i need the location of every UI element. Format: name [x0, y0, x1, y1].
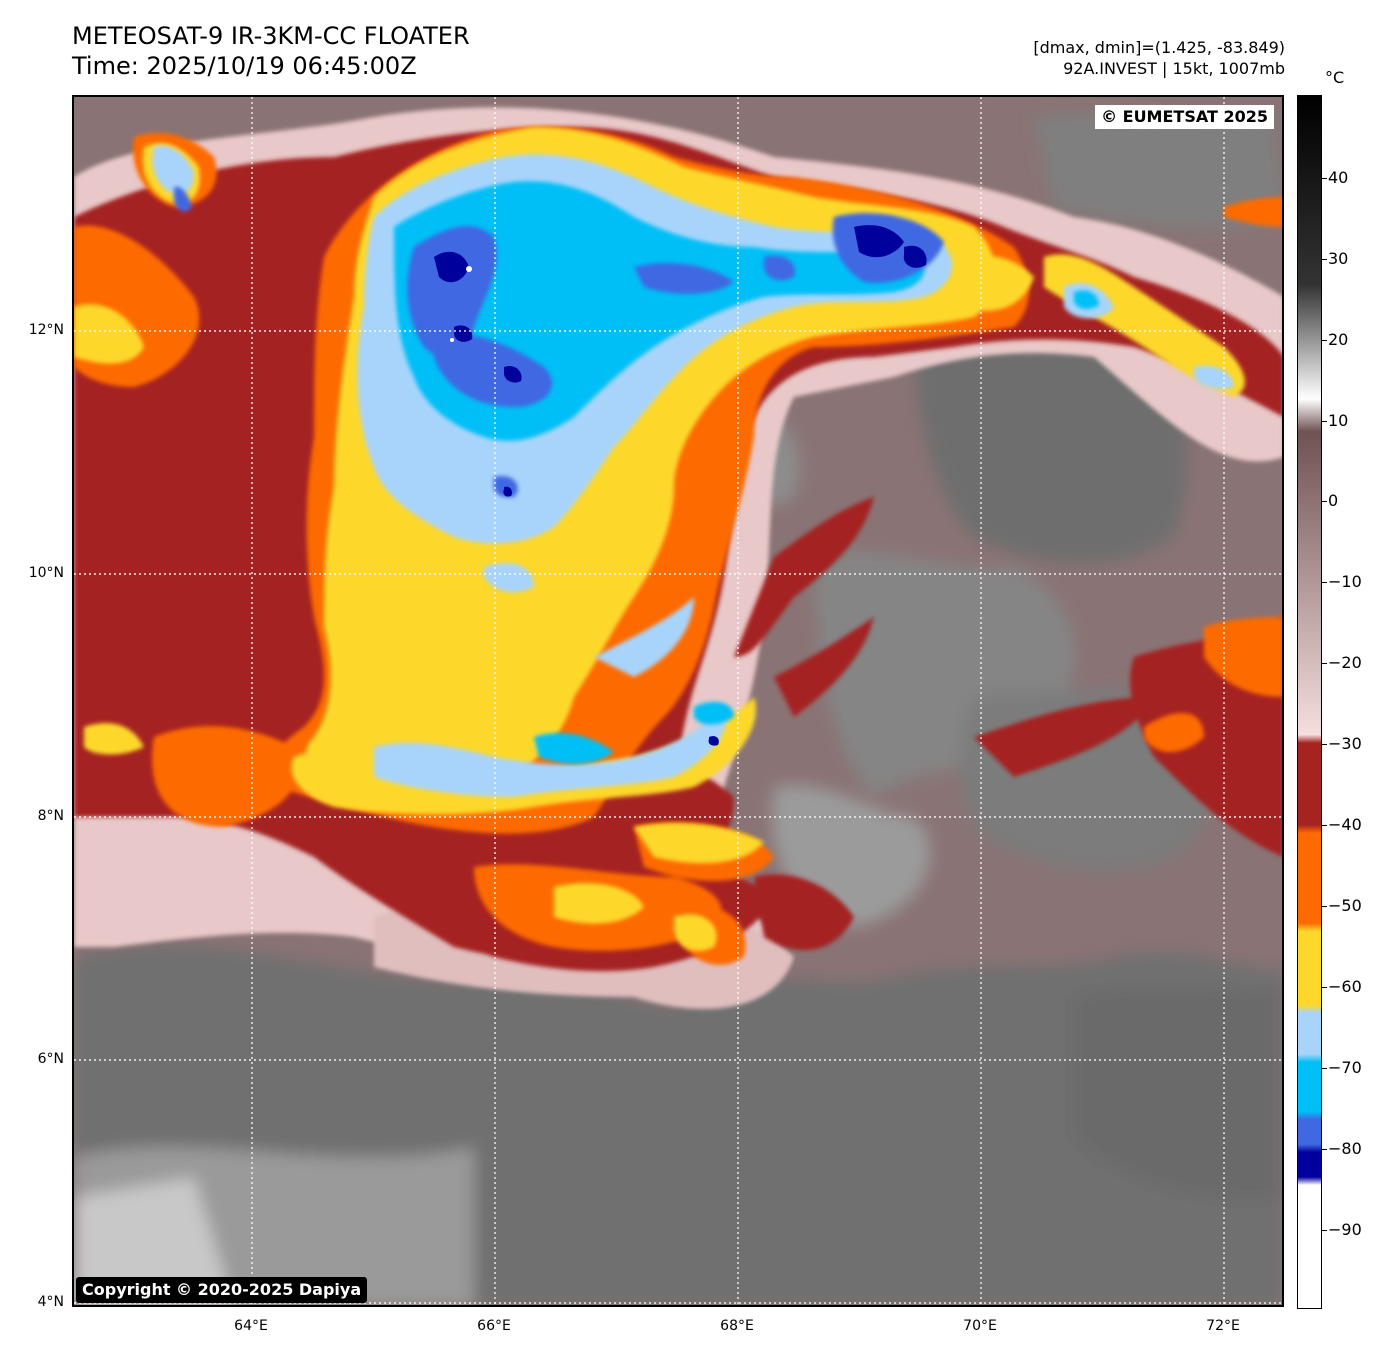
lon-label-64e: 64°E — [234, 1318, 268, 1334]
map-time: Time: 2025/10/19 06:45:00Z — [72, 52, 417, 80]
colorbar-tick — [1322, 906, 1327, 907]
colorbar-tick — [1322, 1068, 1327, 1069]
colorbar-label-minus40: −40 — [1328, 815, 1362, 834]
colorbar-tick — [1322, 825, 1327, 826]
map-title: METEOSAT-9 IR-3KM-CC FLOATER — [72, 22, 470, 50]
colorbar-label-40: 40 — [1328, 168, 1349, 187]
lat-label-4n: 4°N — [37, 1294, 64, 1310]
colorbar-tick — [1322, 582, 1327, 583]
colorbar-label-minus70: −70 — [1328, 1058, 1362, 1077]
copyright-label: Copyright © 2020-2025 Dapiya — [76, 1277, 368, 1303]
colorbar-label-minus30: −30 — [1328, 734, 1362, 753]
colorbar-tick — [1322, 259, 1327, 260]
colorbar-label-30: 30 — [1328, 249, 1349, 268]
colorbar-unit: °C — [1325, 68, 1345, 87]
colorbar-label-0: 0 — [1328, 491, 1339, 510]
colorbar-label-minus60: −60 — [1328, 977, 1362, 996]
lon-label-70e: 70°E — [963, 1318, 997, 1334]
data-range-info: [dmax, dmin]=(1.425, -83.849) — [1033, 38, 1285, 57]
colorbar-tick — [1322, 1230, 1327, 1231]
colorbar-label-minus20: −20 — [1328, 653, 1362, 672]
colorbar-tick — [1322, 987, 1327, 988]
colorbar-tick — [1322, 663, 1327, 664]
colorbar-label-20: 20 — [1328, 330, 1349, 349]
lon-label-68e: 68°E — [720, 1318, 754, 1334]
temperature-colorbar — [1297, 95, 1322, 1309]
lat-label-8n: 8°N — [37, 808, 64, 824]
colorbar-tick — [1322, 501, 1327, 502]
lon-label-72e: 72°E — [1206, 1318, 1240, 1334]
satellite-map[interactable]: © EUMETSAT 2025 Copyright © 2020-2025 Da… — [72, 95, 1284, 1307]
lat-label-12n: 12°N — [28, 322, 64, 338]
colorbar-tick — [1322, 1149, 1327, 1150]
colorbar-label-10: 10 — [1328, 411, 1349, 430]
colorbar-label-minus50: −50 — [1328, 896, 1362, 915]
colorbar-tick — [1322, 340, 1327, 341]
colorbar-tick — [1322, 178, 1327, 179]
colorbar-tick — [1322, 744, 1327, 745]
colorbar-label-minus80: −80 — [1328, 1139, 1362, 1158]
lon-label-66e: 66°E — [477, 1318, 511, 1334]
lat-label-6n: 6°N — [37, 1051, 64, 1067]
ir-imagery — [74, 97, 1282, 1305]
lat-label-10n: 10°N — [28, 565, 64, 581]
storm-info: 92A.INVEST | 15kt, 1007mb — [1063, 59, 1285, 78]
cold-top-layer-navy — [434, 225, 927, 746]
colorbar-label-minus90: −90 — [1328, 1220, 1362, 1239]
colorbar-tick — [1322, 421, 1327, 422]
graticule — [74, 97, 1282, 1305]
colorbar-label-minus10: −10 — [1328, 572, 1362, 591]
eumetsat-watermark: © EUMETSAT 2025 — [1095, 105, 1274, 129]
